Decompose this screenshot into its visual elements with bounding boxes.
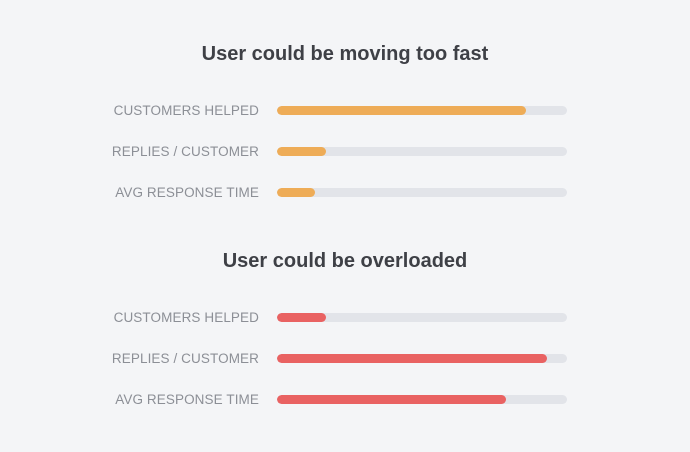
metric-row-customers-helped: CUSTOMERS HELPED xyxy=(0,101,690,121)
metric-list: CUSTOMERS HELPED REPLIES / CUSTOMER AVG … xyxy=(0,308,690,410)
progress-bar-fill xyxy=(277,313,327,322)
section-overloaded: User could be overloaded CUSTOMERS HELPE… xyxy=(0,247,690,431)
section-title: User could be overloaded xyxy=(222,250,468,272)
section-moving-too-fast: User could be moving too fast CUSTOMERS … xyxy=(0,40,690,224)
metric-row-replies-per-customer: REPLIES / CUSTOMER xyxy=(0,349,690,369)
metric-row-avg-response-time: AVG RESPONSE TIME xyxy=(0,390,690,410)
metric-label: AVG RESPONSE TIME xyxy=(115,392,259,407)
progress-bar-track xyxy=(277,313,567,322)
progress-bar-fill xyxy=(277,354,547,363)
metric-row-customers-helped: CUSTOMERS HELPED xyxy=(0,308,690,328)
progress-bar-track xyxy=(277,147,567,156)
progress-bar-fill xyxy=(277,188,315,197)
progress-bar-track xyxy=(277,106,567,115)
metric-row-replies-per-customer: REPLIES / CUSTOMER xyxy=(0,142,690,162)
metric-label: CUSTOMERS HELPED xyxy=(113,103,259,118)
section-title: User could be moving too fast xyxy=(201,43,489,65)
metric-label: REPLIES / CUSTOMER xyxy=(111,351,259,366)
metric-list: CUSTOMERS HELPED REPLIES / CUSTOMER AVG … xyxy=(0,101,690,203)
progress-bar-track xyxy=(277,395,567,404)
metric-label: CUSTOMERS HELPED xyxy=(113,310,259,325)
progress-bar-fill xyxy=(277,395,507,404)
progress-bar-track xyxy=(277,354,567,363)
metric-label: REPLIES / CUSTOMER xyxy=(111,144,259,159)
progress-bar-fill xyxy=(277,106,527,115)
progress-bar-track xyxy=(277,188,567,197)
metric-row-avg-response-time: AVG RESPONSE TIME xyxy=(0,183,690,203)
progress-bar-fill xyxy=(277,147,327,156)
metric-label: AVG RESPONSE TIME xyxy=(115,185,259,200)
